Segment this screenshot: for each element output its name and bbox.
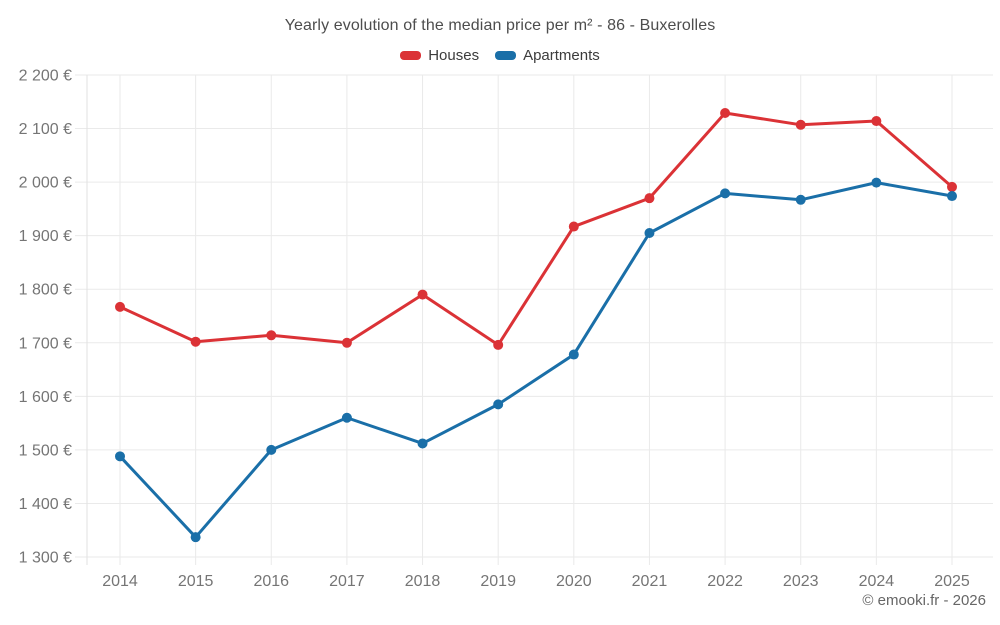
y-axis-tick-label: 2 200 € [19,68,72,85]
data-point-houses-2020[interactable] [568,221,579,232]
data-point-houses-2023[interactable] [795,119,806,130]
data-point-apartments-2014[interactable] [115,451,125,462]
data-point-houses-2021[interactable] [644,193,655,204]
y-axis-tick-label: 1 400 € [19,496,72,513]
data-point-houses-2022[interactable] [720,108,731,119]
series-line-apartments [118,181,954,539]
y-axis-tick-label: 1 600 € [19,389,72,406]
x-axis-tick-label: 2023 [783,573,819,590]
y-axis-tick-label: 2 000 € [19,175,72,192]
data-point-apartments-2017[interactable] [341,412,352,423]
data-point-houses-2017[interactable] [341,337,352,348]
houses-legend-swatch [400,51,422,60]
x-axis-tick-label: 2019 [480,573,516,590]
series-line-houses [118,111,954,347]
y-axis-tick-label: 2 100 € [19,121,72,138]
data-point-apartments-2022[interactable] [720,188,731,199]
data-point-apartments-2016[interactable] [266,444,277,455]
apartments-legend-label: Apartments [523,47,600,64]
data-point-houses-2015[interactable] [190,336,201,347]
y-axis-tick-label: 1 300 € [19,550,72,567]
data-point-apartments-2025[interactable] [947,191,957,202]
x-axis-tick-label: 2015 [178,573,214,590]
x-axis-tick-label: 2018 [405,573,441,590]
data-point-houses-2024[interactable] [871,116,882,127]
data-point-houses-2019[interactable] [493,339,504,350]
x-axis-tick-label: 2021 [632,573,668,590]
x-axis-tick-label: 2024 [859,573,895,590]
data-point-apartments-2020[interactable] [568,349,579,360]
data-point-apartments-2015[interactable] [190,532,201,543]
legend-item-apartments[interactable]: Apartments [495,47,600,64]
houses-legend-label: Houses [428,47,480,64]
x-axis-tick-label: 2016 [253,573,289,590]
data-point-apartments-2023[interactable] [795,194,806,205]
data-point-apartments-2021[interactable] [644,227,655,238]
y-axis-tick-label: 1 800 € [19,282,72,299]
x-axis-tick-label: 2014 [102,573,138,590]
x-axis-tick-label: 2025 [934,573,970,590]
chart-legend: Houses Apartments [0,47,1000,64]
data-point-houses-2016[interactable] [266,330,277,341]
copyright-text: © emooki.fr - 2026 [862,592,986,609]
data-point-houses-2014[interactable] [115,301,125,312]
x-axis-tick-label: 2020 [556,573,592,590]
data-point-apartments-2024[interactable] [871,177,882,188]
legend-item-houses[interactable]: Houses [400,47,479,64]
y-axis-tick-label: 1 500 € [19,442,72,459]
data-point-houses-2018[interactable] [417,289,428,300]
data-point-apartments-2019[interactable] [493,399,504,410]
data-point-houses-2025[interactable] [947,181,957,192]
apartments-legend-swatch [495,51,517,60]
y-axis-tick-label: 1 700 € [19,335,72,352]
data-point-apartments-2018[interactable] [417,438,428,449]
x-axis-tick-label: 2017 [329,573,365,590]
y-axis-tick-label: 1 900 € [19,228,72,245]
chart-title: Yearly evolution of the median price per… [284,17,716,34]
x-axis-tick-label: 2022 [707,573,743,590]
